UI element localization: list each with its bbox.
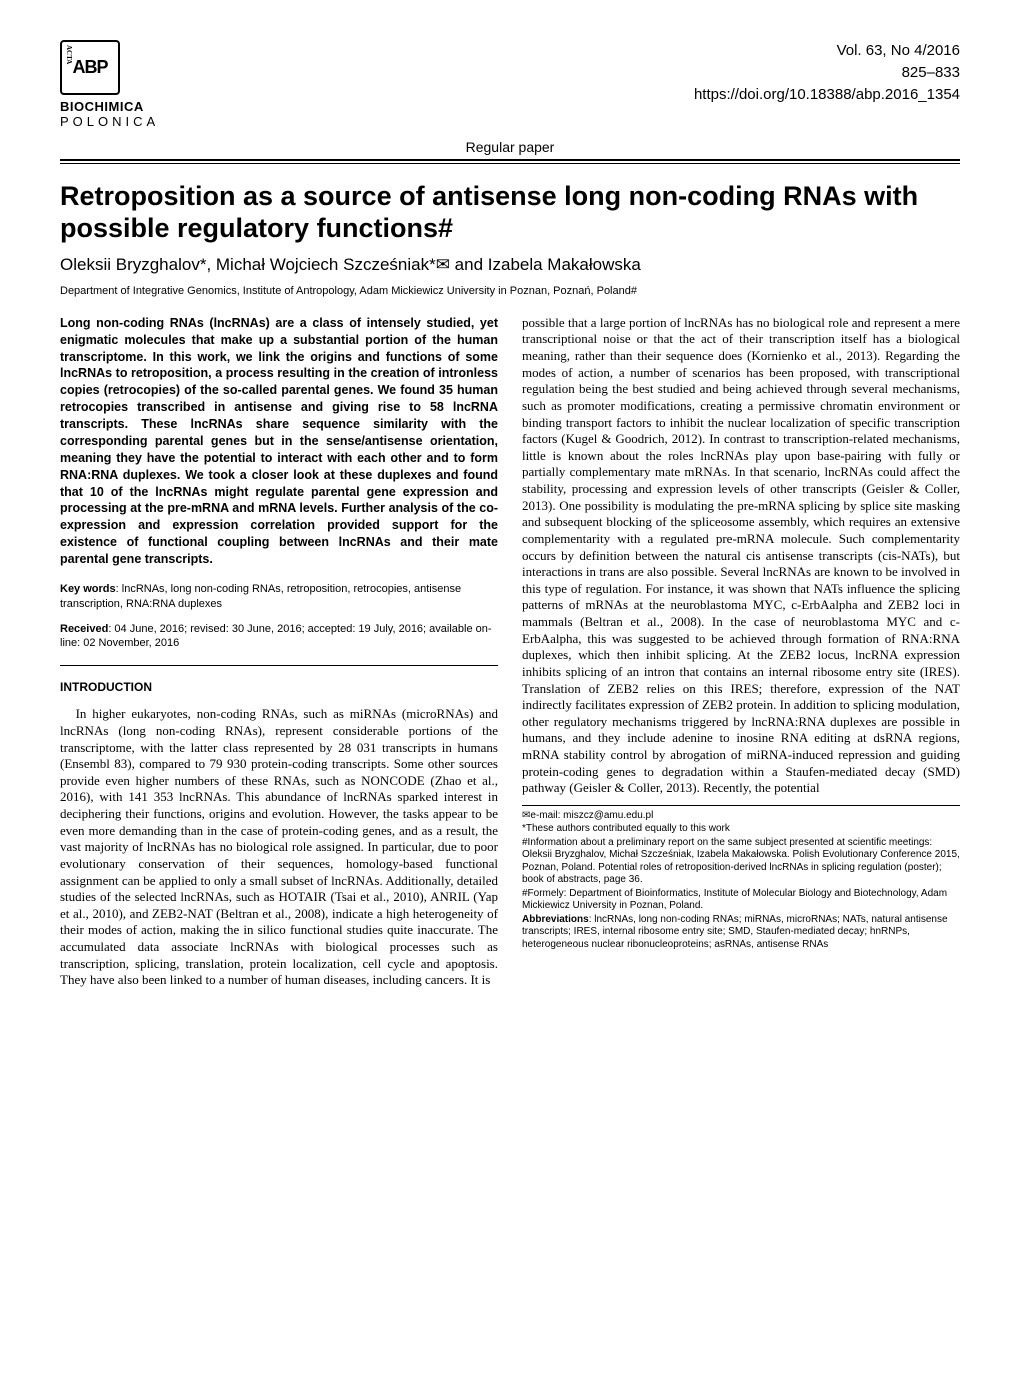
intro-heading: INTRODUCTION xyxy=(60,680,498,694)
logo-line2: POLONICA xyxy=(60,114,159,129)
section-rule xyxy=(60,665,498,666)
footnote-formerly: #Formely: Department of Bioinformatics, … xyxy=(522,888,960,913)
abstract: Long non-coding RNAs (lncRNAs) are a cla… xyxy=(60,315,498,568)
right-column: possible that a large portion of lncRNAs… xyxy=(522,315,960,989)
footnote-hash: #Information about a preliminary report … xyxy=(522,837,960,887)
journal-meta: Vol. 63, No 4/2016 825–833 https://doi.o… xyxy=(694,40,960,105)
logo-line1: BIOCHIMICA xyxy=(60,99,144,114)
logo-mark-icon xyxy=(60,40,120,95)
paper-type: Regular paper xyxy=(60,139,960,155)
footnotes-rule xyxy=(522,805,960,806)
page-header: BIOCHIMICA POLONICA Vol. 63, No 4/2016 8… xyxy=(60,40,960,129)
footnote-email: ✉e-mail: miszcz@amu.edu.pl xyxy=(522,810,960,823)
footnote-abbr: Abbreviations: lncRNAs, long non-coding … xyxy=(522,914,960,952)
keywords-label: Key words xyxy=(60,583,116,595)
rule-thin xyxy=(60,163,960,164)
journal-logo: BIOCHIMICA POLONICA xyxy=(60,40,159,129)
doi-link[interactable]: https://doi.org/10.18388/abp.2016_1354 xyxy=(694,84,960,106)
vol-issue: Vol. 63, No 4/2016 xyxy=(694,40,960,62)
article-affiliation: Department of Integrative Genomics, Inst… xyxy=(60,285,960,297)
received-block: Received: 04 June, 2016; revised: 30 Jun… xyxy=(60,622,498,652)
footnotes-block: ✉e-mail: miszcz@amu.edu.pl *These author… xyxy=(522,810,960,952)
rule-thick xyxy=(60,159,960,161)
article-authors: Oleksii Bryzghalov*, Michał Wojciech Szc… xyxy=(60,255,960,275)
article-title: Retroposition as a source of antisense l… xyxy=(60,180,960,245)
two-column-layout: Long non-coding RNAs (lncRNAs) are a cla… xyxy=(60,315,960,989)
page-range: 825–833 xyxy=(694,62,960,84)
abbr-label: Abbreviations xyxy=(522,914,589,925)
received-label: Received xyxy=(60,623,108,635)
intro-body-left: In higher eukaryotes, non-coding RNAs, s… xyxy=(60,706,498,989)
footnote-equal: *These authors contributed equally to th… xyxy=(522,823,960,836)
intro-body-right: possible that a large portion of lncRNAs… xyxy=(522,315,960,797)
keywords-text: : lncRNAs, long non-coding RNAs, retropo… xyxy=(60,583,461,610)
left-column: Long non-coding RNAs (lncRNAs) are a cla… xyxy=(60,315,498,989)
keywords-block: Key words: lncRNAs, long non-coding RNAs… xyxy=(60,582,498,612)
received-text: : 04 June, 2016; revised: 30 June, 2016;… xyxy=(60,623,492,650)
